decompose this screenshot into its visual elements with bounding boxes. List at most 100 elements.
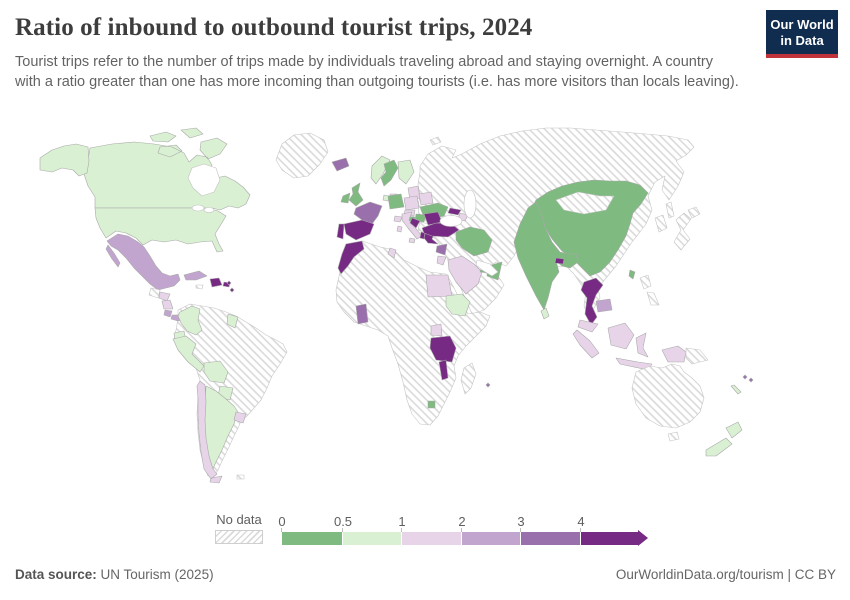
legend-bin-3-4[interactable]: 3 [517, 514, 580, 545]
water-body-2 [203, 207, 215, 213]
country-norway[interactable] [370, 155, 391, 185]
country-colombia[interactable] [177, 305, 203, 336]
country-malaysia[interactable] [577, 319, 599, 333]
country-japan[interactable] [673, 206, 701, 251]
country-sri-lanka[interactable] [540, 307, 550, 320]
water-body-4 [463, 189, 477, 219]
footer-link[interactable]: OurWorldinData.org/tourism [615, 567, 784, 582]
country-falkland-islands[interactable] [236, 474, 245, 480]
country-jordan[interactable] [436, 255, 447, 266]
country-guyana[interactable] [226, 313, 239, 329]
country-madagascar[interactable] [460, 362, 477, 395]
footer-credits: OurWorldinData.org/tourism | CC BY [616, 567, 836, 582]
country-egypt[interactable] [425, 274, 453, 298]
country-spain[interactable] [343, 219, 375, 241]
country-eswatini[interactable] [427, 400, 436, 409]
water-shapes [187, 163, 499, 277]
legend-tick-mark [401, 527, 402, 532]
chart-footer: Data source: UN Tourism (2025) OurWorldi… [15, 567, 836, 582]
country-poland[interactable] [403, 195, 420, 211]
legend-no-data-swatch [215, 530, 263, 544]
data-source-label: Data source: [15, 567, 97, 582]
country-new-zealand[interactable] [705, 421, 743, 457]
legend-bin-2-3[interactable]: 2 [458, 514, 520, 545]
country-bolivia[interactable] [203, 360, 229, 384]
country-dominican-republic[interactable] [209, 277, 223, 288]
country-chile[interactable] [196, 380, 223, 484]
owid-logo-line1: Our World [770, 17, 834, 32]
country-philippines[interactable] [639, 274, 660, 306]
legend-bin-0-0.5[interactable]: 0 [278, 514, 342, 545]
legend-tick-label: 1 [398, 513, 406, 529]
country-caribbean-small-islands[interactable] [226, 280, 235, 293]
country-tunisia[interactable] [387, 247, 397, 259]
legend-arrow-cap [638, 530, 648, 546]
country-belarus[interactable] [418, 191, 434, 206]
country-cambodia[interactable] [595, 298, 613, 313]
country-jamaica[interactable] [195, 284, 204, 290]
water-body-1 [191, 204, 205, 212]
legend-tick-mark [281, 527, 282, 532]
no-data-region-africa [335, 240, 491, 426]
country-uganda[interactable] [430, 323, 443, 337]
country-greenland[interactable] [275, 132, 329, 179]
owid-logo[interactable]: Our World in Data [766, 10, 838, 59]
country-papua-new-guinea[interactable] [685, 347, 709, 365]
footer-license[interactable]: CC BY [794, 567, 836, 582]
legend-bin->4[interactable]: 4 [577, 514, 638, 545]
country-costa-rica[interactable] [163, 309, 173, 318]
country-india[interactable] [513, 201, 579, 311]
world-map[interactable] [0, 120, 850, 516]
country-bhutan[interactable] [554, 257, 565, 265]
country-saudi-arabia[interactable] [447, 255, 483, 295]
country-croatia[interactable] [409, 217, 421, 229]
country-finland[interactable] [397, 159, 415, 185]
country-guatemala[interactable] [148, 287, 161, 299]
country-honduras[interactable] [158, 291, 171, 302]
country-morocco[interactable] [337, 240, 365, 275]
page-title: Ratio of inbound to outbound tourist tri… [15, 14, 533, 41]
water-body-3 [439, 215, 463, 227]
legend-tick-label: 0.5 [333, 513, 353, 529]
country-new-caledonia[interactable] [730, 384, 742, 395]
country-uruguay[interactable] [233, 411, 247, 424]
country-canada[interactable] [83, 127, 251, 211]
country-portugal[interactable] [336, 223, 345, 240]
country-australia[interactable] [631, 363, 705, 442]
country-nicaragua[interactable] [161, 299, 174, 310]
country-malawi[interactable] [438, 359, 449, 381]
country-ireland[interactable] [340, 192, 351, 204]
country-tanzania[interactable] [429, 335, 457, 363]
country-united-states[interactable] [39, 143, 227, 253]
legend-bin-1-2[interactable]: 1 [398, 514, 461, 545]
country-taiwan[interactable] [628, 269, 636, 280]
legend-bin-0.5-1[interactable]: 0.5 [334, 514, 401, 545]
country-ethiopia[interactable] [445, 293, 471, 317]
legend-no-data[interactable]: No data [215, 512, 263, 544]
country-south-korea[interactable] [654, 214, 668, 233]
country-georgia[interactable] [447, 207, 462, 216]
country-ghana[interactable] [355, 303, 369, 325]
country-cuba[interactable] [183, 270, 208, 281]
country-mauritius[interactable] [485, 382, 491, 388]
country-germany[interactable] [387, 193, 405, 210]
country-iceland[interactable] [331, 157, 350, 172]
country-netherlands[interactable] [382, 194, 390, 202]
country-fiji[interactable] [742, 374, 754, 383]
legend-tick-label: 2 [458, 513, 466, 529]
legend-tick-label: 4 [577, 513, 585, 529]
chart-subtitle: Tourist trips refer to the number of tri… [15, 54, 739, 91]
country-iran[interactable] [455, 226, 493, 257]
country-france[interactable] [353, 201, 383, 225]
country-sweden[interactable] [380, 159, 399, 187]
country-syria[interactable] [435, 243, 448, 256]
legend-tick-mark [461, 527, 462, 532]
water-body-5 [475, 259, 499, 277]
country-united-kingdom[interactable] [348, 182, 364, 207]
country-thailand[interactable] [580, 277, 604, 326]
country-switzerland[interactable] [393, 215, 403, 223]
owid-logo-line2: in Data [780, 32, 824, 48]
country-mexico[interactable] [105, 233, 181, 291]
country-mongolia[interactable] [555, 191, 615, 215]
